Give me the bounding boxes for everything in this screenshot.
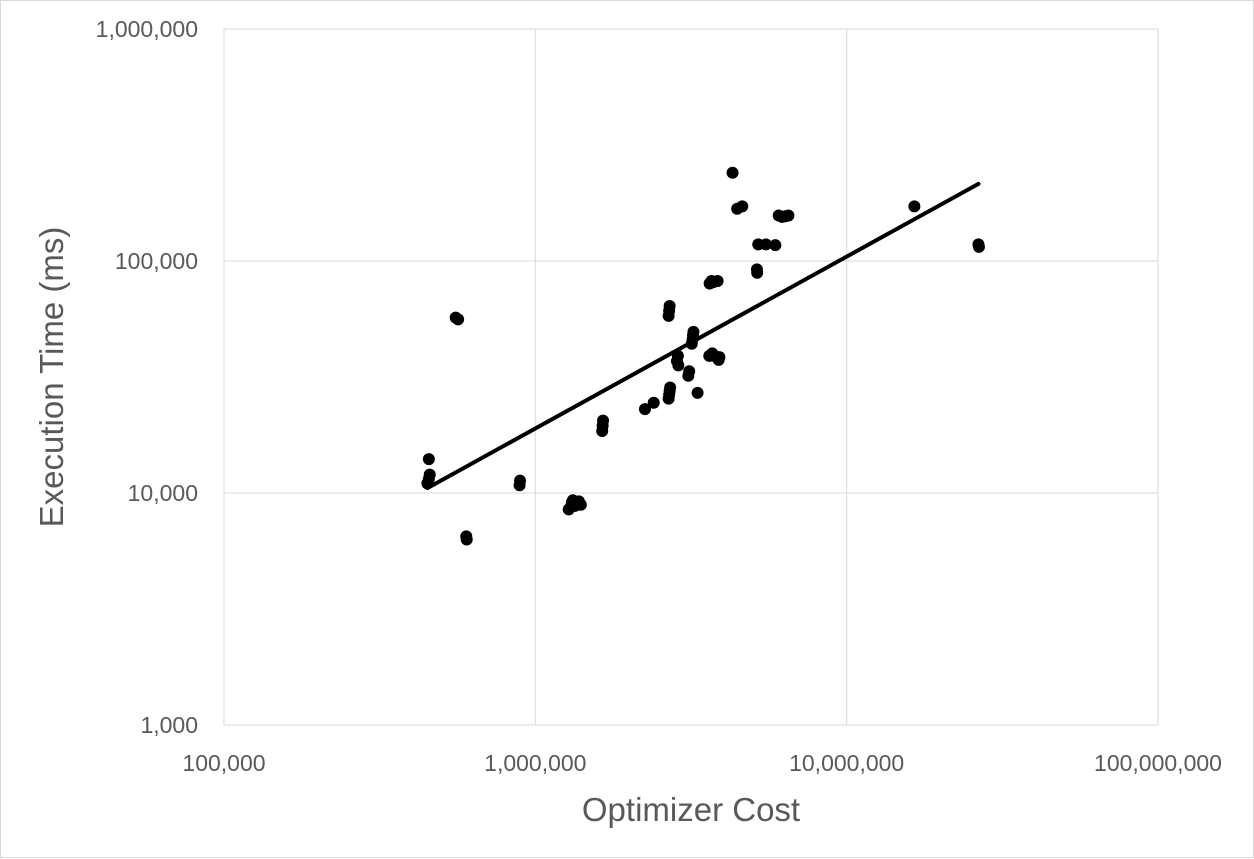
- data-point: [908, 200, 921, 213]
- y-axis-title: Execution Time (ms): [33, 227, 70, 528]
- data-point: [769, 239, 782, 252]
- data-point: [452, 313, 465, 326]
- data-point: [736, 200, 749, 213]
- x-tick-label: 100,000: [182, 750, 265, 776]
- y-tick-label: 1,000,000: [96, 16, 198, 42]
- data-point: [972, 240, 985, 253]
- data-point: [638, 403, 651, 416]
- data-point: [422, 453, 435, 466]
- x-tick-label: 100,000,000: [1094, 750, 1222, 776]
- data-point: [672, 359, 685, 372]
- data-point: [423, 468, 436, 481]
- data-point: [782, 209, 795, 222]
- data-point: [460, 533, 473, 546]
- plot-area: [223, 28, 1159, 726]
- y-tick-label: 10,000: [128, 480, 198, 506]
- data-point: [663, 299, 676, 312]
- y-tick-label: 100,000: [115, 248, 198, 274]
- data-point: [691, 386, 704, 399]
- data-point: [597, 414, 610, 427]
- data-point: [687, 325, 700, 338]
- data-point: [514, 474, 527, 487]
- data-point: [713, 351, 726, 364]
- trendline: [425, 181, 981, 491]
- data-point: [683, 365, 696, 378]
- y-axis-ticks: 1,000 10,000 100,000 1,000,000: [96, 16, 198, 738]
- x-tick-label: 1,000,000: [484, 750, 586, 776]
- x-axis-title: Optimizer Cost: [582, 791, 800, 828]
- data-point: [751, 266, 764, 279]
- data-point: [759, 238, 772, 251]
- data-point: [711, 274, 724, 287]
- data-point: [574, 498, 587, 511]
- data-points: [421, 166, 985, 546]
- data-point: [726, 166, 739, 179]
- y-tick-label: 1,000: [140, 712, 198, 738]
- x-tick-label: 10,000,000: [789, 750, 904, 776]
- data-point: [647, 396, 660, 409]
- data-point: [664, 381, 677, 394]
- x-axis-ticks: 100,000 1,000,000 10,000,000 100,000,000: [182, 750, 1222, 776]
